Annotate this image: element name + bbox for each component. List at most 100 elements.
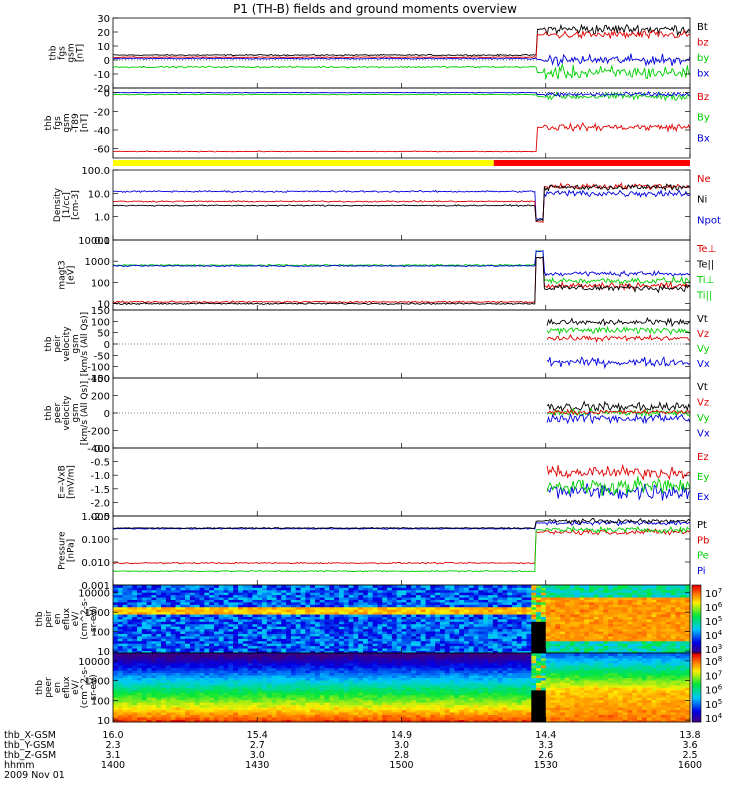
spectrogram-cell [223,645,229,649]
spectrogram-cell [387,599,393,603]
colorbar-step [692,596,701,599]
spectrogram-cell [300,633,306,637]
spectrogram-cell [661,650,667,654]
spectrogram-cell [593,609,600,613]
spectrogram-cell [637,645,643,649]
spectrogram-cell [478,609,484,613]
spectrogram-cell [627,599,633,603]
spectrogram-cell [185,719,191,723]
spectrogram-cell [387,628,393,632]
spectrogram-cell [122,604,128,608]
spectrogram-cell [170,638,176,642]
spectrogram-cell [199,638,205,642]
spectrogram-cell [401,616,407,620]
spectrogram-cell [569,645,575,649]
spectrogram-cell [170,616,176,620]
spectrogram-cell [127,707,133,711]
spectrogram-cell [286,638,292,642]
spectrogram-cell [242,621,249,625]
spectrogram-cell [204,609,210,613]
series-Vz-line [546,333,691,344]
spectrogram-cell [185,665,191,669]
spectrogram-cell [233,621,239,625]
spectrogram-cell [257,636,263,639]
spectrogram-cell [300,626,306,630]
spectrogram-cell [271,657,277,661]
spectrogram-cell [401,650,407,654]
spectrogram-cell [478,592,484,596]
spectrogram-cell [435,626,441,630]
spectrogram-cell [569,616,575,620]
spectrogram-cell [598,589,604,593]
spectrogram-cell [382,609,388,613]
spectrogram-cell [204,638,210,642]
spectrogram-cell [550,602,556,605]
spectrogram-cell [233,717,239,720]
spectrogram-cell [584,587,590,591]
spectrogram-cell [512,621,518,625]
spectrogram-cell [295,623,301,627]
spectrogram-cell [632,616,638,620]
spectrogram-cell [290,650,297,654]
spectrogram-cell [271,619,277,622]
spectrogram-cell [449,597,455,600]
spectrogram-cell [132,667,138,671]
spectrogram-cell [213,589,220,593]
spectrogram-cell [247,689,253,693]
spectrogram-cell [613,594,619,598]
spectrogram-cell [646,621,652,625]
spectrogram-cell [281,614,287,617]
spectrogram-cell [252,660,258,664]
spectrogram-cell [276,597,282,600]
spectrogram-cell [175,619,181,622]
spectrogram-cell [656,648,662,651]
spectrogram-cell [353,623,359,627]
spectrogram-cell [425,587,431,591]
spectrogram-cell [209,692,215,696]
spectrogram-cell [507,585,513,588]
spectrogram-cell [651,650,657,654]
spectrogram-cell [132,602,138,605]
spectrogram-cell [603,621,609,625]
spectrogram-cell [324,594,330,598]
spectrogram-cell [603,636,609,639]
spectrogram-cell [358,636,364,639]
colorbar-tick-label: 104 [705,629,723,642]
spectrogram-cell [113,650,119,654]
spectrogram-cell [310,638,316,642]
spectrogram-cell [415,648,422,651]
spectrogram-cell [324,616,330,620]
spectrogram-cell [300,702,306,706]
spectrogram-cell [127,585,133,588]
spectrogram-cell [295,655,301,659]
spectrogram-cell [531,619,537,622]
spectrogram-cell [314,606,321,610]
spectrogram-cell [665,638,672,642]
spectrogram-cell [257,626,263,630]
spectrogram-cell [564,611,571,615]
spectrogram-cell [189,621,196,625]
spectrogram-cell [170,687,176,691]
y-tick-label: 1000 [85,257,110,268]
spectrogram-cell [218,707,224,711]
spectrogram-cell [411,614,417,617]
spectrogram-cell [228,585,234,588]
spectrogram-cell [290,655,297,659]
spectrogram-cell [223,609,229,613]
spectrogram-cell [247,604,253,608]
spectrogram-cell [113,697,119,701]
spectrogram-cell [146,697,152,701]
spectrogram-cell [185,640,191,644]
spectrogram-cell [122,631,128,634]
spectrogram-cell [233,616,239,620]
spectrogram-cell [665,589,672,593]
spectrogram-cell [641,631,648,634]
spectrogram-cell [593,585,600,588]
spectrogram-cell [574,626,580,630]
spectrogram-cell [435,621,441,625]
spectrogram-cell [560,597,566,600]
spectrogram-cell [478,602,484,605]
spectrogram-cell [613,643,619,647]
spectrogram-cell [295,589,301,593]
spectrogram-cell [685,604,691,608]
